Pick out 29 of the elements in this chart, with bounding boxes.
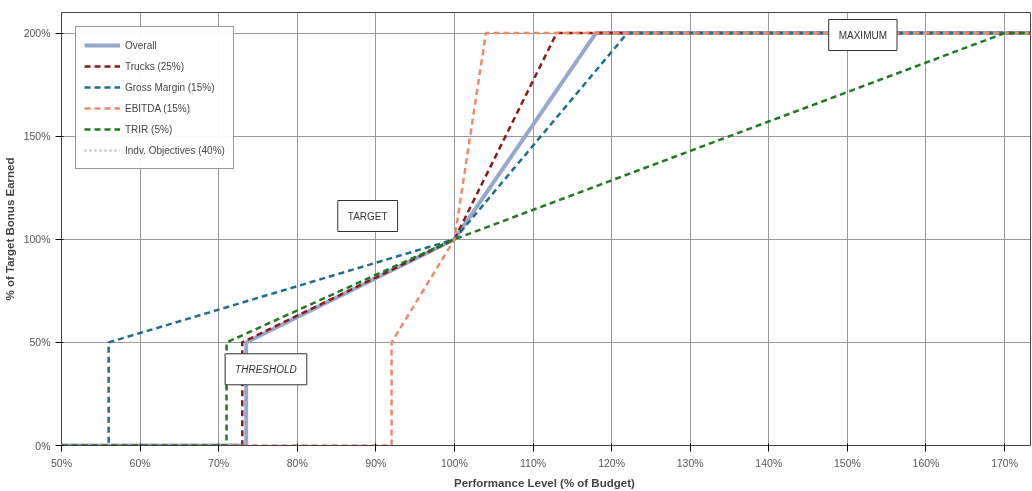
legend-label: TRIR (5%)	[125, 122, 173, 136]
x-tick-label: 70%	[208, 456, 230, 469]
x-tick-label: 60%	[129, 456, 151, 469]
y-axis-title: % of Target Bonus Earned	[3, 157, 16, 301]
x-tick-label: 170%	[991, 456, 1018, 469]
x-tick-label: 120%	[598, 456, 626, 469]
annotation: THRESHOLD	[235, 363, 297, 375]
legend-label: Indv. Objectives (40%)	[125, 143, 225, 157]
x-axis-title: Performance Level (% of Budget)	[453, 476, 635, 489]
x-tick-label: 130%	[676, 456, 704, 469]
x-tick-label: 50%	[50, 456, 73, 469]
y-tick-label: 0%	[35, 439, 51, 452]
annotation: TARGET	[347, 210, 388, 222]
legend-label: Trucks (25%)	[125, 59, 185, 73]
x-tick-label: 80%	[286, 456, 308, 469]
legend-label: EBITDA (15%)	[125, 101, 191, 115]
x-tick-label: 160%	[912, 456, 940, 469]
y-tick-label: 200%	[23, 27, 51, 40]
x-tick-label: 140%	[755, 456, 783, 469]
legend-label: Overall	[125, 38, 157, 52]
x-tick-label: 150%	[833, 456, 861, 469]
y-tick-label: 150%	[23, 130, 51, 143]
y-tick-label: 50%	[29, 336, 51, 349]
annotation: MAXIMUM	[838, 29, 888, 41]
x-tick-label: 110%	[519, 456, 547, 469]
x-tick-label: 100%	[441, 456, 468, 469]
legend-label: Gross Margin (15%)	[125, 80, 215, 94]
x-tick-label: 90%	[365, 456, 387, 469]
y-tick-label: 100%	[23, 233, 51, 246]
